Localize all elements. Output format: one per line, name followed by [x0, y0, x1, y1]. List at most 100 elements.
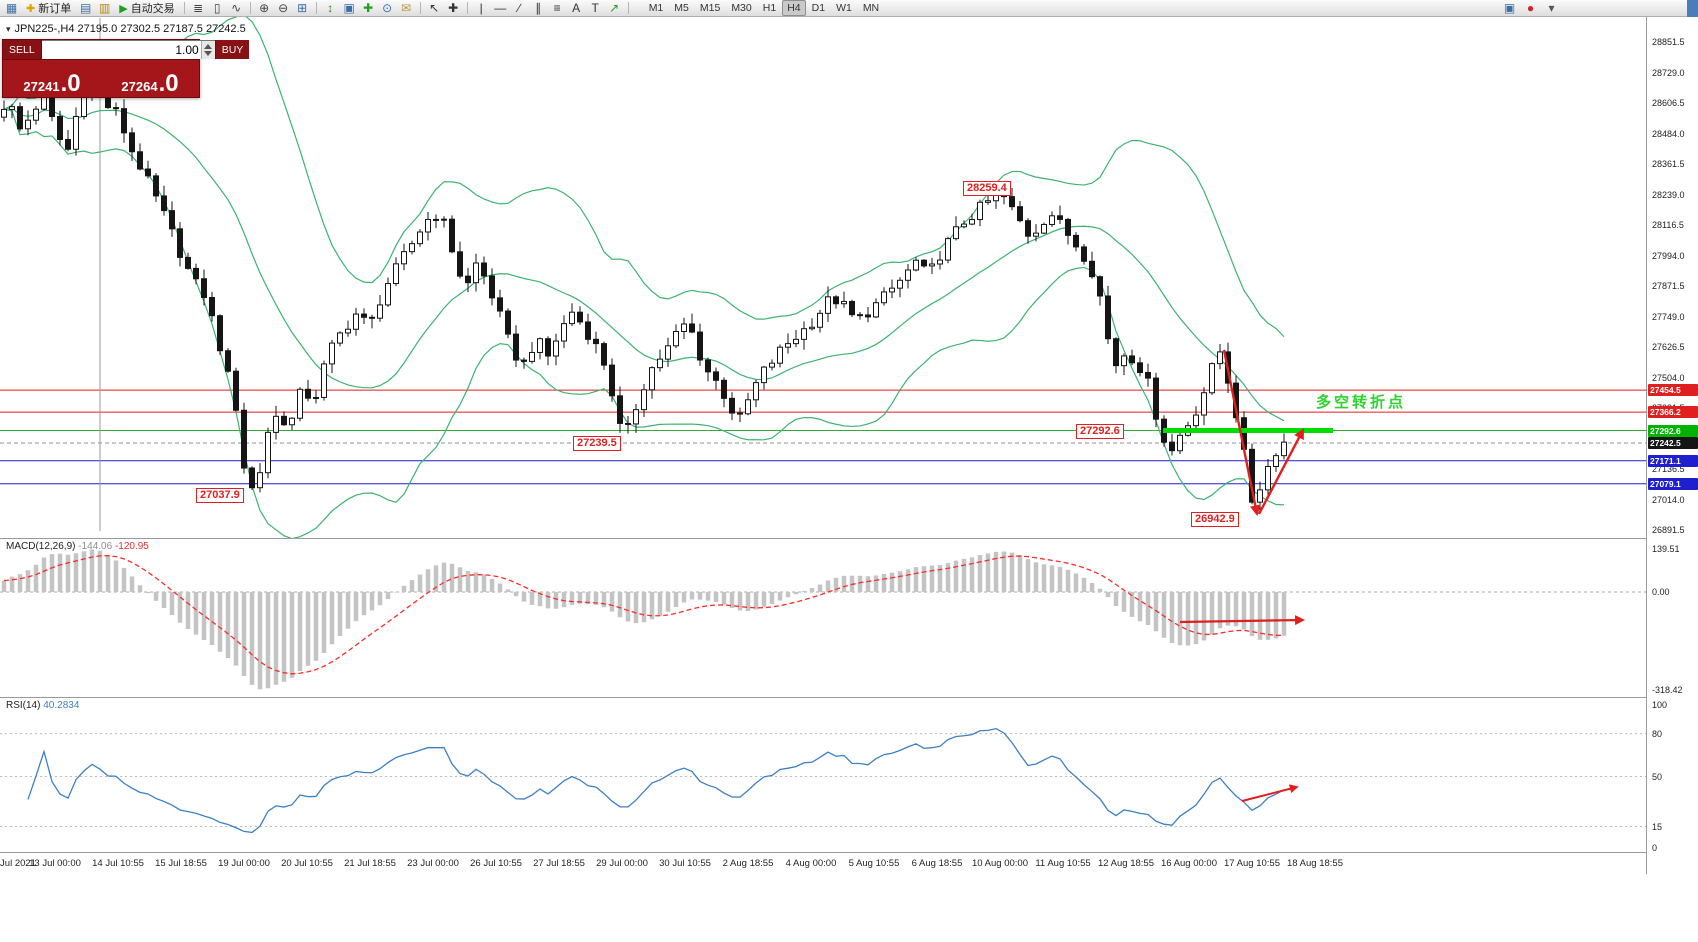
buy-button[interactable]: BUY: [214, 40, 250, 59]
vertical-line-icon-glyph: |: [479, 0, 483, 15]
trendline-icon[interactable]: ∕: [511, 1, 528, 16]
auto-arrange-icon-glyph: ↕: [327, 0, 334, 15]
one-click-trading-panel: SELL BUY 27241.0 27264.0: [2, 39, 250, 98]
market-watch-icon[interactable]: ▥: [96, 1, 113, 16]
chart-windows-icon[interactable]: ▤: [77, 1, 94, 16]
chart-ohlc-text: JPN225-,H4 27195.0 27302.5 27187.5 27242…: [14, 23, 246, 35]
timeframe-h4[interactable]: H4: [782, 0, 806, 16]
new-order-button[interactable]: ✚ 新订单: [22, 1, 75, 16]
rsi-name: RSI(14): [6, 700, 41, 711]
time-axis-label: 19 Jul 00:00: [218, 858, 270, 869]
rsi-indicator-panel[interactable]: [0, 697, 1646, 852]
horizontal-line-icon[interactable]: —: [492, 1, 509, 16]
price-axis-tag: 27079.1: [1648, 477, 1698, 490]
volume-input[interactable]: [41, 41, 201, 59]
dropdown-icon[interactable]: ▾: [1548, 0, 1555, 15]
price-axis-label: 27136.5: [1652, 464, 1685, 475]
macd-indicator-panel[interactable]: [0, 538, 1646, 697]
rsi-axis-label: 0: [1652, 843, 1658, 853]
time-axis-label: 13 Jul 00:00: [29, 858, 81, 869]
mail-icon[interactable]: ✉: [398, 1, 415, 16]
sell-price[interactable]: 27241.0: [3, 60, 101, 97]
new-chart-icon[interactable]: ✚: [360, 1, 377, 16]
time-axis-label: 12 Aug 18:55: [1098, 858, 1154, 869]
new-order-glyph: ✚: [26, 2, 36, 15]
channel-icon[interactable]: ∥: [530, 1, 547, 16]
cascade-icon[interactable]: ▣: [341, 1, 358, 16]
time-axis-label: 16 Aug 00:00: [1161, 858, 1217, 869]
auto-arrange-icon[interactable]: ↕: [322, 1, 339, 16]
vertical-line-icon[interactable]: |: [473, 1, 490, 16]
chevron-down-icon[interactable]: ▾: [6, 24, 11, 34]
sell-button[interactable]: SELL: [3, 40, 42, 59]
market-watch-icon-glyph: ▥: [99, 0, 111, 15]
docs-icon[interactable]: ▣: [1503, 0, 1516, 15]
macd-signal-value: -120.95: [112, 541, 149, 552]
new-chart-icon-glyph: ✚: [363, 0, 374, 15]
chart-windows-icon-glyph: ▤: [80, 0, 92, 15]
autotrade-button[interactable]: ▶ 自动交易: [115, 1, 178, 16]
price-axis-tag: 27292.6: [1648, 424, 1698, 437]
candlestick-chart-icon-glyph: ▯: [213, 0, 221, 15]
price-axis-label: 27871.5: [1652, 281, 1685, 292]
cursor-icon[interactable]: ↖: [426, 1, 443, 16]
sell-price-main: 27241: [23, 78, 60, 94]
volume-stepper: [200, 41, 215, 59]
toolbar-separator: [183, 2, 185, 14]
time-axis-label: 17 Aug 10:55: [1224, 858, 1280, 869]
time-axis-label: Jul 2021: [0, 858, 36, 869]
toolbar-separator: [627, 2, 629, 14]
timeframe-h1[interactable]: H1: [762, 2, 777, 14]
fibonacci-icon[interactable]: ≡: [549, 1, 566, 16]
price-axis[interactable]: 28851.5 28729.0 28606.5 28484.0 28361.5 28239…: [1646, 17, 1698, 874]
line-chart-icon[interactable]: ∿: [228, 1, 245, 16]
macd-axis-label: 139.51: [1652, 544, 1680, 555]
timeframe-mn[interactable]: MN: [862, 2, 880, 14]
toolbar-right-icons: ▣ ● ▾: [1501, 1, 1560, 16]
label-tool-icon[interactable]: T: [587, 1, 604, 16]
buy-price[interactable]: 27264.0: [101, 60, 199, 97]
zoom-out-icon[interactable]: ⊖: [275, 1, 292, 16]
tile-windows-icon[interactable]: ⊞: [294, 1, 311, 16]
channel-icon-glyph: ∥: [535, 0, 542, 15]
volume-down-icon[interactable]: [204, 51, 213, 56]
main-price-chart[interactable]: [0, 17, 1646, 538]
price-axis-label: 27014.0: [1652, 494, 1685, 505]
timeframe-w1[interactable]: W1: [836, 2, 852, 14]
panel-separator[interactable]: [0, 697, 1698, 698]
chart-symbol-icon-glyph: ▦: [5, 0, 18, 15]
zoom-in-icon[interactable]: ⊕: [256, 1, 273, 16]
text-tool-icon[interactable]: A: [568, 1, 585, 16]
arrows-tool-icon[interactable]: ↗: [606, 1, 623, 16]
price-axis-tag: 27366.2: [1648, 406, 1698, 419]
period-clock-icon[interactable]: ⊙: [379, 1, 396, 16]
rsi-value: 40.2834: [40, 700, 80, 711]
bar-chart-icon[interactable]: ≣: [190, 1, 207, 16]
toolbar-separator: [466, 2, 468, 14]
price-axis-label: 28729.0: [1652, 67, 1685, 78]
panel-separator[interactable]: [0, 538, 1698, 539]
timeframe-m15[interactable]: M15: [699, 2, 721, 14]
macd-main-value: -144.06: [75, 541, 113, 552]
toolbar-separator: [249, 2, 251, 14]
timeframe-d1[interactable]: D1: [811, 2, 826, 14]
volume-up-icon[interactable]: [204, 44, 213, 49]
crosshair-icon[interactable]: ✚: [445, 1, 462, 16]
main-toolbar: ▦ ✚ 新订单 ▤ ▥ ▶ 自动交易 ≣ ▯ ∿ ⊕ ⊖ ⊞ ↕ ▣ ✚ ⊙ ✉ ↖ ✚ | — ∕ ∥ ≡ A T ↗ M1 M5 M15…: [0, 0, 1698, 17]
time-axis-label: 26 Jul 10:55: [470, 858, 522, 869]
buy-price-pips: .0: [158, 69, 179, 97]
timeframe-m5[interactable]: M5: [674, 2, 689, 14]
autotrade-glyph: ▶: [119, 2, 128, 15]
record-icon[interactable]: ●: [1526, 0, 1535, 15]
macd-name: MACD(12,26,9): [6, 541, 76, 552]
time-axis[interactable]: Jul 2021 13 Jul 00:00 14 Jul 10:55 15 Jul 1…: [0, 852, 1646, 875]
timeframe-m30[interactable]: M30: [731, 2, 752, 14]
time-axis-label: 29 Jul 00:00: [596, 858, 648, 869]
timeframe-m1[interactable]: M1: [648, 2, 664, 14]
price-axis-label: 28484.0: [1652, 128, 1685, 139]
arrows-tool-icon-glyph: ↗: [609, 0, 620, 15]
price-axis-tag: 27454.5: [1648, 384, 1698, 397]
candlestick-chart-icon[interactable]: ▯: [209, 1, 226, 16]
chart-symbol-icon[interactable]: ▦: [3, 1, 20, 16]
